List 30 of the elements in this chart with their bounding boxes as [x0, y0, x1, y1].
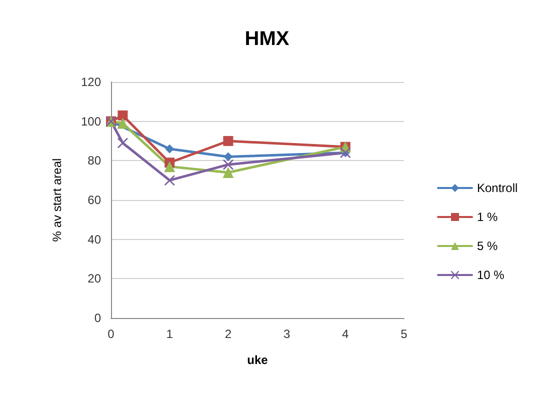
point: [223, 136, 234, 146]
point: [118, 110, 128, 120]
point: [118, 138, 128, 148]
x-tick-label: 3: [283, 327, 290, 341]
y-axis-title: % av start areal: [50, 158, 64, 242]
legend-label: Kontroll: [477, 181, 518, 195]
point: [165, 144, 174, 154]
x-tick-label: 4: [342, 327, 350, 341]
x-tick-label: 5: [400, 327, 408, 341]
y-tick-label: 60: [88, 193, 102, 207]
point: [164, 175, 175, 186]
x-tick-label: 2: [224, 327, 232, 341]
y-tick-label: 0: [94, 311, 102, 325]
point: [222, 166, 234, 178]
point: [164, 161, 176, 172]
y-tick-label: 20: [88, 272, 102, 286]
legend-label: 10 %: [477, 268, 505, 282]
y-tick-label: 100: [80, 114, 102, 128]
x-tick-label: 0: [108, 327, 115, 341]
x-tick-label: 1: [166, 327, 174, 341]
point: [223, 160, 234, 170]
y-tick-label: 40: [88, 232, 102, 246]
y-tick-label: 120: [80, 75, 102, 89]
point: [117, 118, 128, 129]
y-tick-label: 80: [88, 154, 102, 168]
legend-label: 5 %: [477, 239, 498, 253]
legend-label: 1 %: [477, 210, 498, 224]
point: [224, 152, 233, 162]
chart-title: HMX: [244, 28, 290, 50]
x-axis-title: uke: [247, 353, 268, 367]
